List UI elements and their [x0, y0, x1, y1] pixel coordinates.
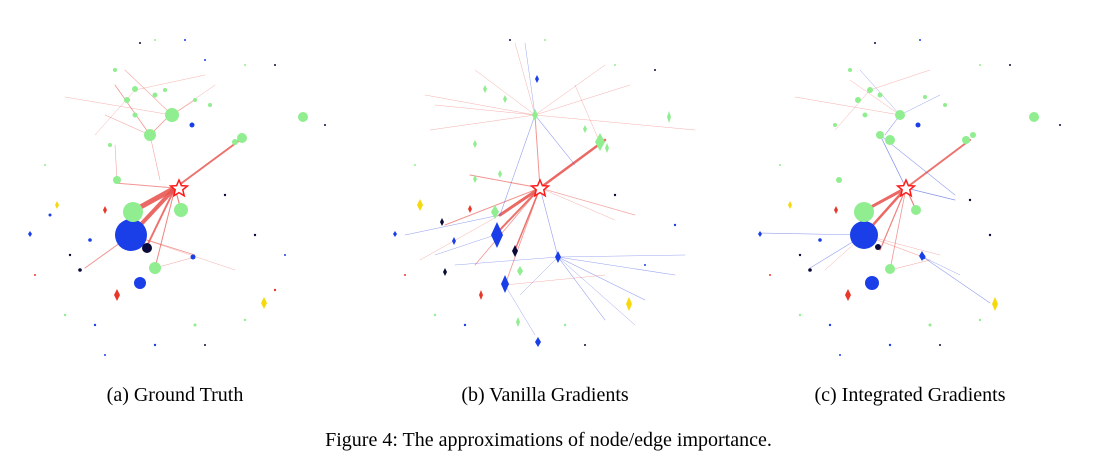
nodes	[28, 39, 326, 356]
subcaption-integrated-gradients: (c) Integrated Gradients	[814, 384, 1006, 406]
graph-panel-ground-truth	[5, 25, 345, 365]
subcaption-ground-truth: (a) Ground Truth	[106, 384, 244, 406]
edges	[404, 42, 696, 336]
graph-vanilla-gradients-svg	[393, 39, 696, 347]
edges	[64, 69, 241, 271]
subcaption-vanilla-gradients: (b) Vanilla Gradients	[461, 384, 629, 406]
graph-panel-integrated-gradients	[740, 25, 1080, 365]
nodes	[393, 39, 677, 347]
graph-panel-vanilla-gradients	[375, 25, 715, 365]
figure-caption: Figure 4: The approximations of node/edg…	[325, 429, 772, 451]
graph-ground-truth-svg	[28, 39, 326, 356]
edges	[759, 69, 991, 304]
nodes	[758, 39, 1061, 356]
graph-integrated-gradients-svg	[758, 39, 1061, 356]
